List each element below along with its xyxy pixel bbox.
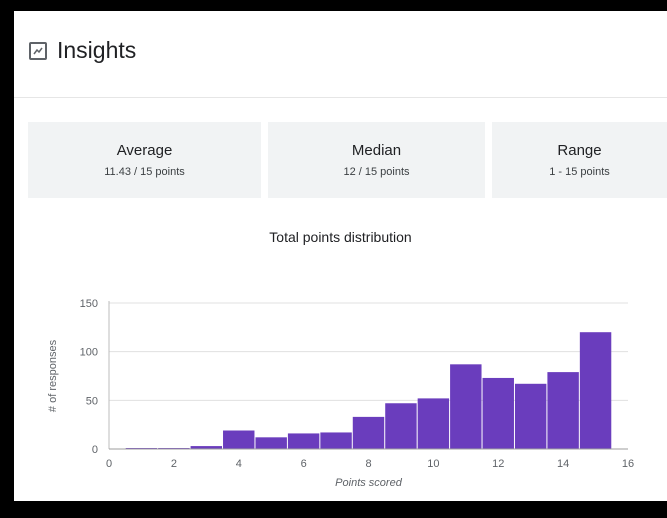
x-tick-label: 4 [236, 458, 242, 470]
histogram-bar [190, 446, 223, 449]
page-title: Insights [57, 37, 137, 63]
x-tick-label: 8 [365, 458, 371, 470]
histogram-bar [514, 383, 547, 449]
histogram-bar [417, 398, 450, 449]
stat-card-range: Range 1 - 15 points [492, 122, 667, 198]
x-tick-label: 0 [106, 458, 112, 470]
stat-label: Median [351, 142, 402, 159]
y-tick-label: 50 [86, 395, 98, 407]
stat-value: 1 - 15 points [549, 166, 610, 178]
stat-card-average: Average 11.43 / 15 points [28, 122, 261, 198]
histogram-bar [320, 432, 352, 449]
stat-label: Range [557, 142, 602, 159]
x-tick-label: 6 [301, 458, 307, 470]
histogram-bar [579, 332, 612, 449]
histogram-bar [547, 372, 579, 449]
points-distribution-chart: 0 50 100 150 0 2 4 6 8 10 12 14 16 Points scored # of … [47, 298, 634, 489]
y-tick-label: 150 [80, 298, 98, 310]
summary-stats: Average 11.43 / 15 points Median 12 / 15… [28, 122, 667, 198]
histogram-bar [450, 364, 482, 449]
panel-header: Insights [14, 11, 667, 98]
stat-value: 11.43 / 15 points [104, 166, 185, 178]
y-tick-label: 100 [80, 347, 98, 359]
x-tick-label: 2 [171, 458, 177, 470]
histogram-bar [287, 433, 320, 449]
y-axis-label: # of responses [47, 339, 59, 412]
stat-value: 12 / 15 points [343, 166, 410, 178]
x-tick-label: 14 [557, 458, 569, 470]
stat-card-median: Median 12 / 15 points [268, 122, 485, 198]
x-tick-label: 12 [492, 458, 504, 470]
stat-label: Average [116, 142, 173, 159]
x-tick-label: 10 [427, 458, 439, 470]
insights-icon [29, 42, 47, 60]
x-tick-label: 16 [622, 458, 634, 470]
insights-panel: Insights Average 11.43 / 15 points Media… [11, 11, 667, 501]
histogram-bar [223, 430, 255, 449]
y-tick-label: 0 [92, 444, 98, 456]
histogram-bar [482, 377, 514, 449]
histogram-bar [352, 416, 385, 449]
histogram-bar [385, 403, 417, 449]
chart-title: Total points distribution [269, 229, 412, 245]
x-axis-label: Points scored [335, 477, 403, 489]
histogram-bar [255, 437, 287, 449]
